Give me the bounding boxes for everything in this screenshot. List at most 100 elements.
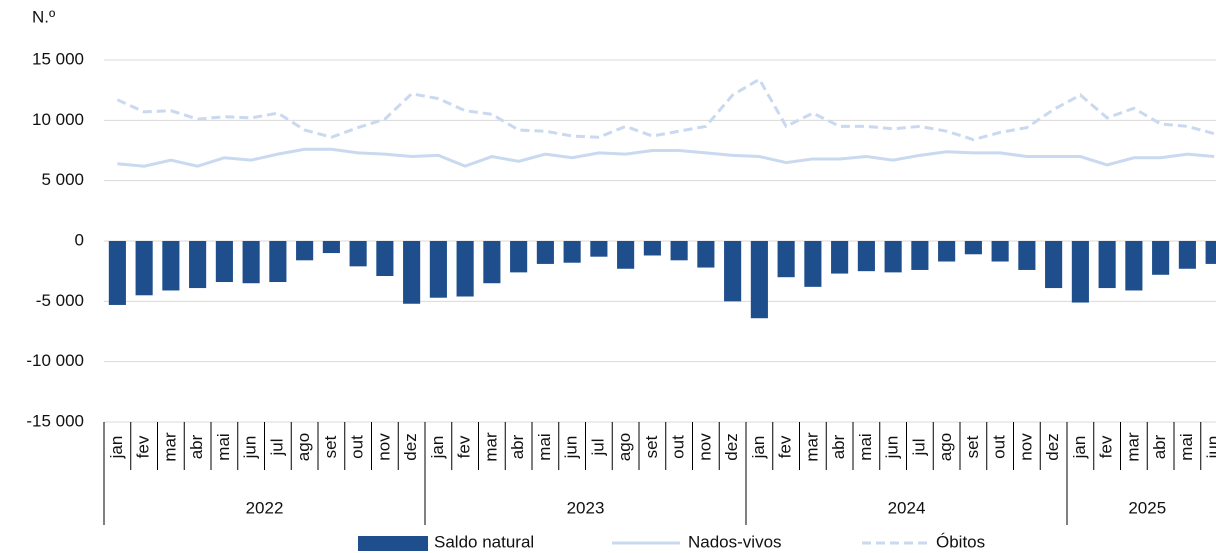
y-tick-label: 0 bbox=[75, 230, 84, 249]
y-tick-label: 5 000 bbox=[41, 170, 84, 189]
bar bbox=[563, 241, 581, 263]
bar bbox=[429, 241, 447, 298]
bar bbox=[536, 241, 554, 264]
x-tick-label: mar bbox=[802, 432, 821, 462]
y-tick-label: -10 000 bbox=[26, 351, 84, 370]
x-tick-label: jul bbox=[909, 438, 928, 456]
y-tick-label: -15 000 bbox=[26, 411, 84, 430]
x-tick-label: mai bbox=[214, 433, 233, 460]
x-tick-label: fev bbox=[134, 435, 153, 458]
legend-label: Nados-vivos bbox=[688, 532, 782, 551]
bar bbox=[1178, 241, 1196, 269]
x-tick-label: jun bbox=[562, 436, 581, 460]
bar bbox=[242, 241, 260, 284]
y-tick-label: -5 000 bbox=[36, 291, 84, 310]
x-tick-label: mai bbox=[856, 433, 875, 460]
x-tick-label: jan bbox=[107, 436, 126, 460]
x-tick-label: jan bbox=[428, 436, 447, 460]
bar bbox=[162, 241, 180, 291]
x-tick-label: jul bbox=[588, 438, 607, 456]
x-tick-label: mai bbox=[535, 433, 554, 460]
bar bbox=[1152, 241, 1170, 275]
bar bbox=[483, 241, 501, 284]
x-tick-label: jun bbox=[883, 436, 902, 460]
x-tick-label: ago bbox=[615, 433, 634, 461]
bar bbox=[1018, 241, 1036, 270]
bar bbox=[189, 241, 207, 289]
y-axis-label: N.º bbox=[32, 7, 55, 26]
bar bbox=[670, 241, 688, 261]
x-tick-label: jun bbox=[241, 436, 260, 460]
bar bbox=[135, 241, 153, 296]
bar bbox=[1045, 241, 1063, 289]
x-tick-label: dez bbox=[1043, 433, 1062, 460]
x-tick-label: fev bbox=[776, 435, 795, 458]
x-tick-label: out bbox=[348, 435, 367, 459]
legend-swatch bbox=[358, 536, 428, 551]
x-tick-label: abr bbox=[508, 434, 527, 459]
bar bbox=[750, 241, 768, 319]
bar bbox=[108, 241, 126, 305]
x-tick-label: nov bbox=[695, 433, 714, 461]
x-tick-label: nov bbox=[374, 433, 393, 461]
bar bbox=[1125, 241, 1143, 291]
year-label: 2025 bbox=[1128, 498, 1166, 517]
x-tick-label: abr bbox=[187, 434, 206, 459]
bar bbox=[964, 241, 982, 255]
bar bbox=[857, 241, 875, 272]
x-tick-label: ago bbox=[936, 433, 955, 461]
x-tick-label: set bbox=[963, 435, 982, 458]
dashed-line bbox=[116, 77, 1215, 142]
x-tick-label: dez bbox=[722, 433, 741, 460]
bar bbox=[777, 241, 795, 278]
x-tick-label: mar bbox=[160, 432, 179, 462]
x-tick-label: nov bbox=[1016, 433, 1035, 461]
bar bbox=[938, 241, 956, 262]
bar bbox=[510, 241, 528, 273]
bar bbox=[697, 241, 715, 268]
x-tick-label: jul bbox=[267, 438, 286, 456]
line bbox=[117, 147, 1215, 168]
bar bbox=[617, 241, 635, 269]
x-tick-label: fev bbox=[455, 435, 474, 458]
x-tick-label: out bbox=[990, 435, 1009, 459]
legend-label: Saldo natural bbox=[434, 532, 534, 551]
x-tick-label: dez bbox=[401, 433, 420, 460]
bar bbox=[590, 241, 608, 257]
legend-label: Óbitos bbox=[936, 532, 985, 551]
bar bbox=[991, 241, 1009, 262]
x-tick-label: mar bbox=[481, 432, 500, 462]
year-label: 2023 bbox=[567, 498, 605, 517]
bar bbox=[884, 241, 902, 273]
bar bbox=[215, 241, 233, 283]
x-tick-label: jan bbox=[1070, 436, 1089, 460]
x-tick-label: jan bbox=[749, 436, 768, 460]
bar bbox=[322, 241, 340, 254]
x-tick-label: ago bbox=[294, 433, 313, 461]
bar bbox=[296, 241, 314, 261]
x-tick-label: mar bbox=[1123, 432, 1142, 462]
x-tick-label: set bbox=[642, 435, 661, 458]
year-label: 2024 bbox=[888, 498, 926, 517]
bar bbox=[724, 241, 742, 302]
year-label: 2022 bbox=[246, 498, 284, 517]
x-tick-label: set bbox=[321, 435, 340, 458]
bar bbox=[349, 241, 367, 267]
x-tick-label: abr bbox=[829, 434, 848, 459]
y-tick-label: 15 000 bbox=[32, 49, 84, 68]
bar bbox=[804, 241, 822, 287]
x-tick-label: fev bbox=[1097, 435, 1116, 458]
bar bbox=[1205, 241, 1216, 264]
x-tick-label: mai bbox=[1177, 433, 1196, 460]
bar bbox=[911, 241, 929, 270]
x-tick-label: out bbox=[669, 435, 688, 459]
bar bbox=[376, 241, 394, 276]
y-tick-label: 10 000 bbox=[32, 110, 84, 129]
bar bbox=[643, 241, 661, 256]
bar bbox=[269, 241, 287, 283]
bar bbox=[403, 241, 421, 304]
bar bbox=[831, 241, 849, 274]
bar bbox=[1098, 241, 1116, 289]
